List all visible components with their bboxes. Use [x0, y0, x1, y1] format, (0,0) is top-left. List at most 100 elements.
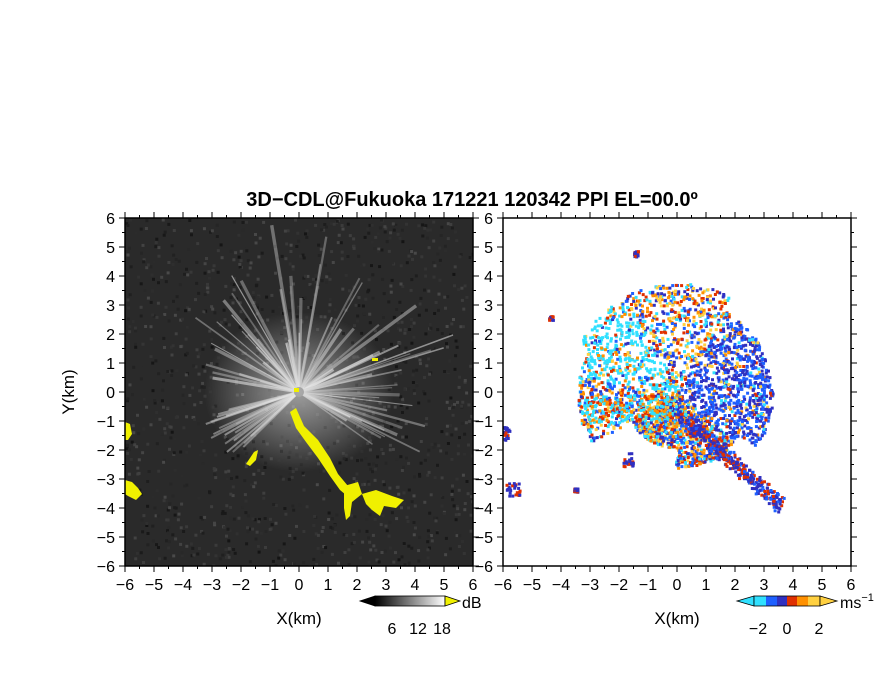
velocity-pixel [606, 373, 610, 377]
velocity-pixel [678, 401, 682, 405]
velocity-pixel [710, 333, 714, 337]
reflectivity-panel [125, 218, 473, 566]
velocity-pixel [627, 356, 631, 360]
noise-speckle [352, 540, 356, 544]
velocity-pixel [681, 418, 685, 422]
noise-speckle [457, 288, 461, 292]
velocity-pixel [736, 400, 740, 404]
velocity-pixel [742, 395, 746, 399]
noise-speckle [212, 467, 216, 471]
velocity-pixel [633, 301, 637, 305]
velocity-pixel [682, 402, 686, 406]
chart-title: 3D−CDL@Fukuoka 171221 120342 PPI EL=00.0… [246, 189, 698, 211]
velocity-pixel [680, 402, 684, 405]
noise-speckle [229, 505, 233, 509]
noise-speckle [466, 277, 469, 281]
noise-speckle [139, 305, 143, 309]
velocity-pixel [674, 382, 678, 386]
velocity-pixel [735, 426, 739, 430]
velocity-pixel [621, 302, 625, 306]
noise-speckle [196, 242, 200, 246]
velocity-pixel [737, 411, 741, 415]
noise-speckle [450, 226, 454, 230]
velocity-pixel [614, 361, 618, 365]
velocity-pixel [587, 348, 591, 352]
velocity-pixel [726, 299, 730, 302]
noise-speckle [229, 492, 233, 496]
velocity-pixel [732, 406, 736, 410]
noise-speckle [379, 314, 383, 318]
velocity-pixel [651, 353, 654, 357]
velocity-pixel [691, 297, 695, 301]
velocity-pixel [699, 455, 703, 459]
noise-speckle [325, 281, 328, 285]
noise-speckle [171, 262, 175, 266]
noise-speckle [461, 473, 465, 477]
velocity-pixel [708, 457, 712, 461]
velocity-pixel [769, 497, 773, 501]
velocity-pixel [603, 368, 607, 372]
velocity-pixel [723, 384, 727, 388]
velocity-pixel [638, 390, 642, 394]
velocity-pixel [612, 310, 616, 314]
noise-speckle [446, 222, 450, 226]
velocity-pixel [668, 417, 672, 421]
noise-speckle [232, 283, 236, 287]
velocity-pixel [665, 398, 669, 402]
velocity-pixel [676, 373, 680, 377]
noise-speckle [451, 405, 455, 409]
velocity-pixel [710, 427, 714, 431]
noise-speckle [256, 295, 260, 299]
velocity-pixel [684, 400, 688, 404]
noise-speckle [253, 518, 257, 522]
noise-speckle [457, 385, 461, 389]
noise-speckle [256, 303, 259, 307]
noise-speckle [320, 228, 324, 232]
velocity-pixel [746, 356, 750, 360]
noise-speckle [413, 251, 417, 255]
velocity-pixel [732, 426, 736, 430]
noise-speckle [141, 407, 145, 411]
velocity-pixel [658, 418, 662, 422]
noise-speckle [284, 512, 288, 516]
velocity-pixel [700, 415, 703, 418]
velocity-pixel [719, 380, 723, 384]
velocity-pixel [680, 377, 684, 381]
noise-speckle [333, 530, 337, 534]
velocity-pixel [636, 299, 640, 303]
noise-speckle [209, 230, 212, 234]
velocity-pixel [739, 345, 743, 348]
velocity-pixel [731, 428, 735, 432]
velocity-pixel [755, 376, 759, 380]
velocity-pixel [586, 352, 590, 356]
noise-speckle [205, 286, 209, 290]
velocity-pixel [774, 503, 778, 507]
noise-speckle [427, 448, 431, 452]
velocity-pixel [722, 417, 726, 420]
noise-speckle [210, 338, 214, 341]
velocity-pixel [701, 291, 705, 295]
velocity-pixel [644, 295, 648, 299]
velocity-pixel [690, 450, 694, 454]
noise-speckle [169, 425, 173, 429]
noise-speckle [249, 261, 253, 265]
noise-speckle [314, 274, 318, 277]
noise-speckle [401, 435, 405, 439]
noise-speckle [162, 336, 166, 340]
velocity-pixel [744, 354, 748, 358]
velocity-pixel [675, 348, 679, 352]
noise-speckle [172, 299, 175, 303]
velocity-pixel [577, 403, 581, 407]
noise-speckle [245, 249, 249, 253]
velocity-pixel [592, 378, 596, 381]
velocity-pixel [664, 384, 668, 388]
velocity-pixel [682, 436, 686, 440]
noise-speckle [315, 278, 319, 282]
noise-speckle [154, 359, 158, 363]
velocity-pixel [727, 443, 731, 447]
velocity-pixel [692, 302, 696, 306]
velocity-pixel [664, 352, 668, 356]
velocity-pixel [773, 509, 777, 513]
velocity-pixel [704, 385, 708, 389]
velocity-pixel [723, 346, 727, 350]
